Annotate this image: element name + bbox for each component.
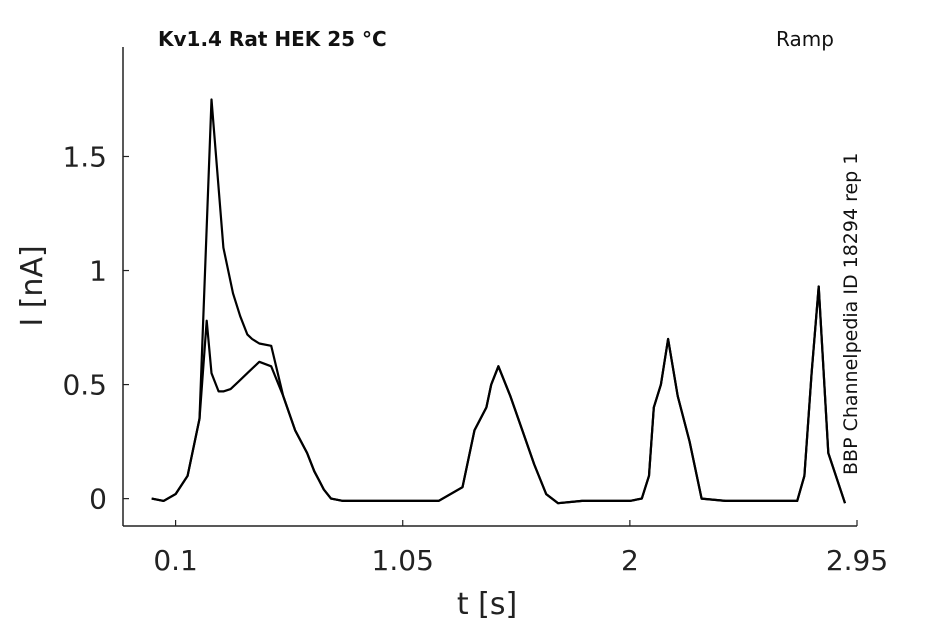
y-tick-label: 1.5 (62, 140, 107, 173)
chart-title: Kv1.4 Rat HEK 25 °C (158, 27, 387, 51)
y-axis-ticks: 0 0.5 1 1.5 (62, 140, 129, 516)
x-tick-label: 1.05 (372, 544, 434, 577)
y-axis-label: I [nA] (15, 245, 50, 326)
x-tick-label: 2 (621, 544, 639, 577)
y-tick-label: 0 (89, 483, 107, 516)
x-axis-ticks: 0.1 1.05 2 2.95 (153, 520, 888, 577)
x-axis-label: t [s] (457, 587, 517, 622)
protocol-label: Ramp (776, 27, 834, 51)
x-tick-label: 2.95 (826, 544, 888, 577)
series-line-1 (151, 98, 847, 505)
source-label: BBP Channelpedia ID 18294 rep 1 (840, 153, 862, 475)
y-tick-label: 0.5 (62, 369, 107, 402)
series-group (151, 98, 847, 505)
series-line-2 (151, 285, 847, 505)
x-tick-label: 0.1 (153, 544, 198, 577)
y-tick-label: 1 (89, 255, 107, 288)
